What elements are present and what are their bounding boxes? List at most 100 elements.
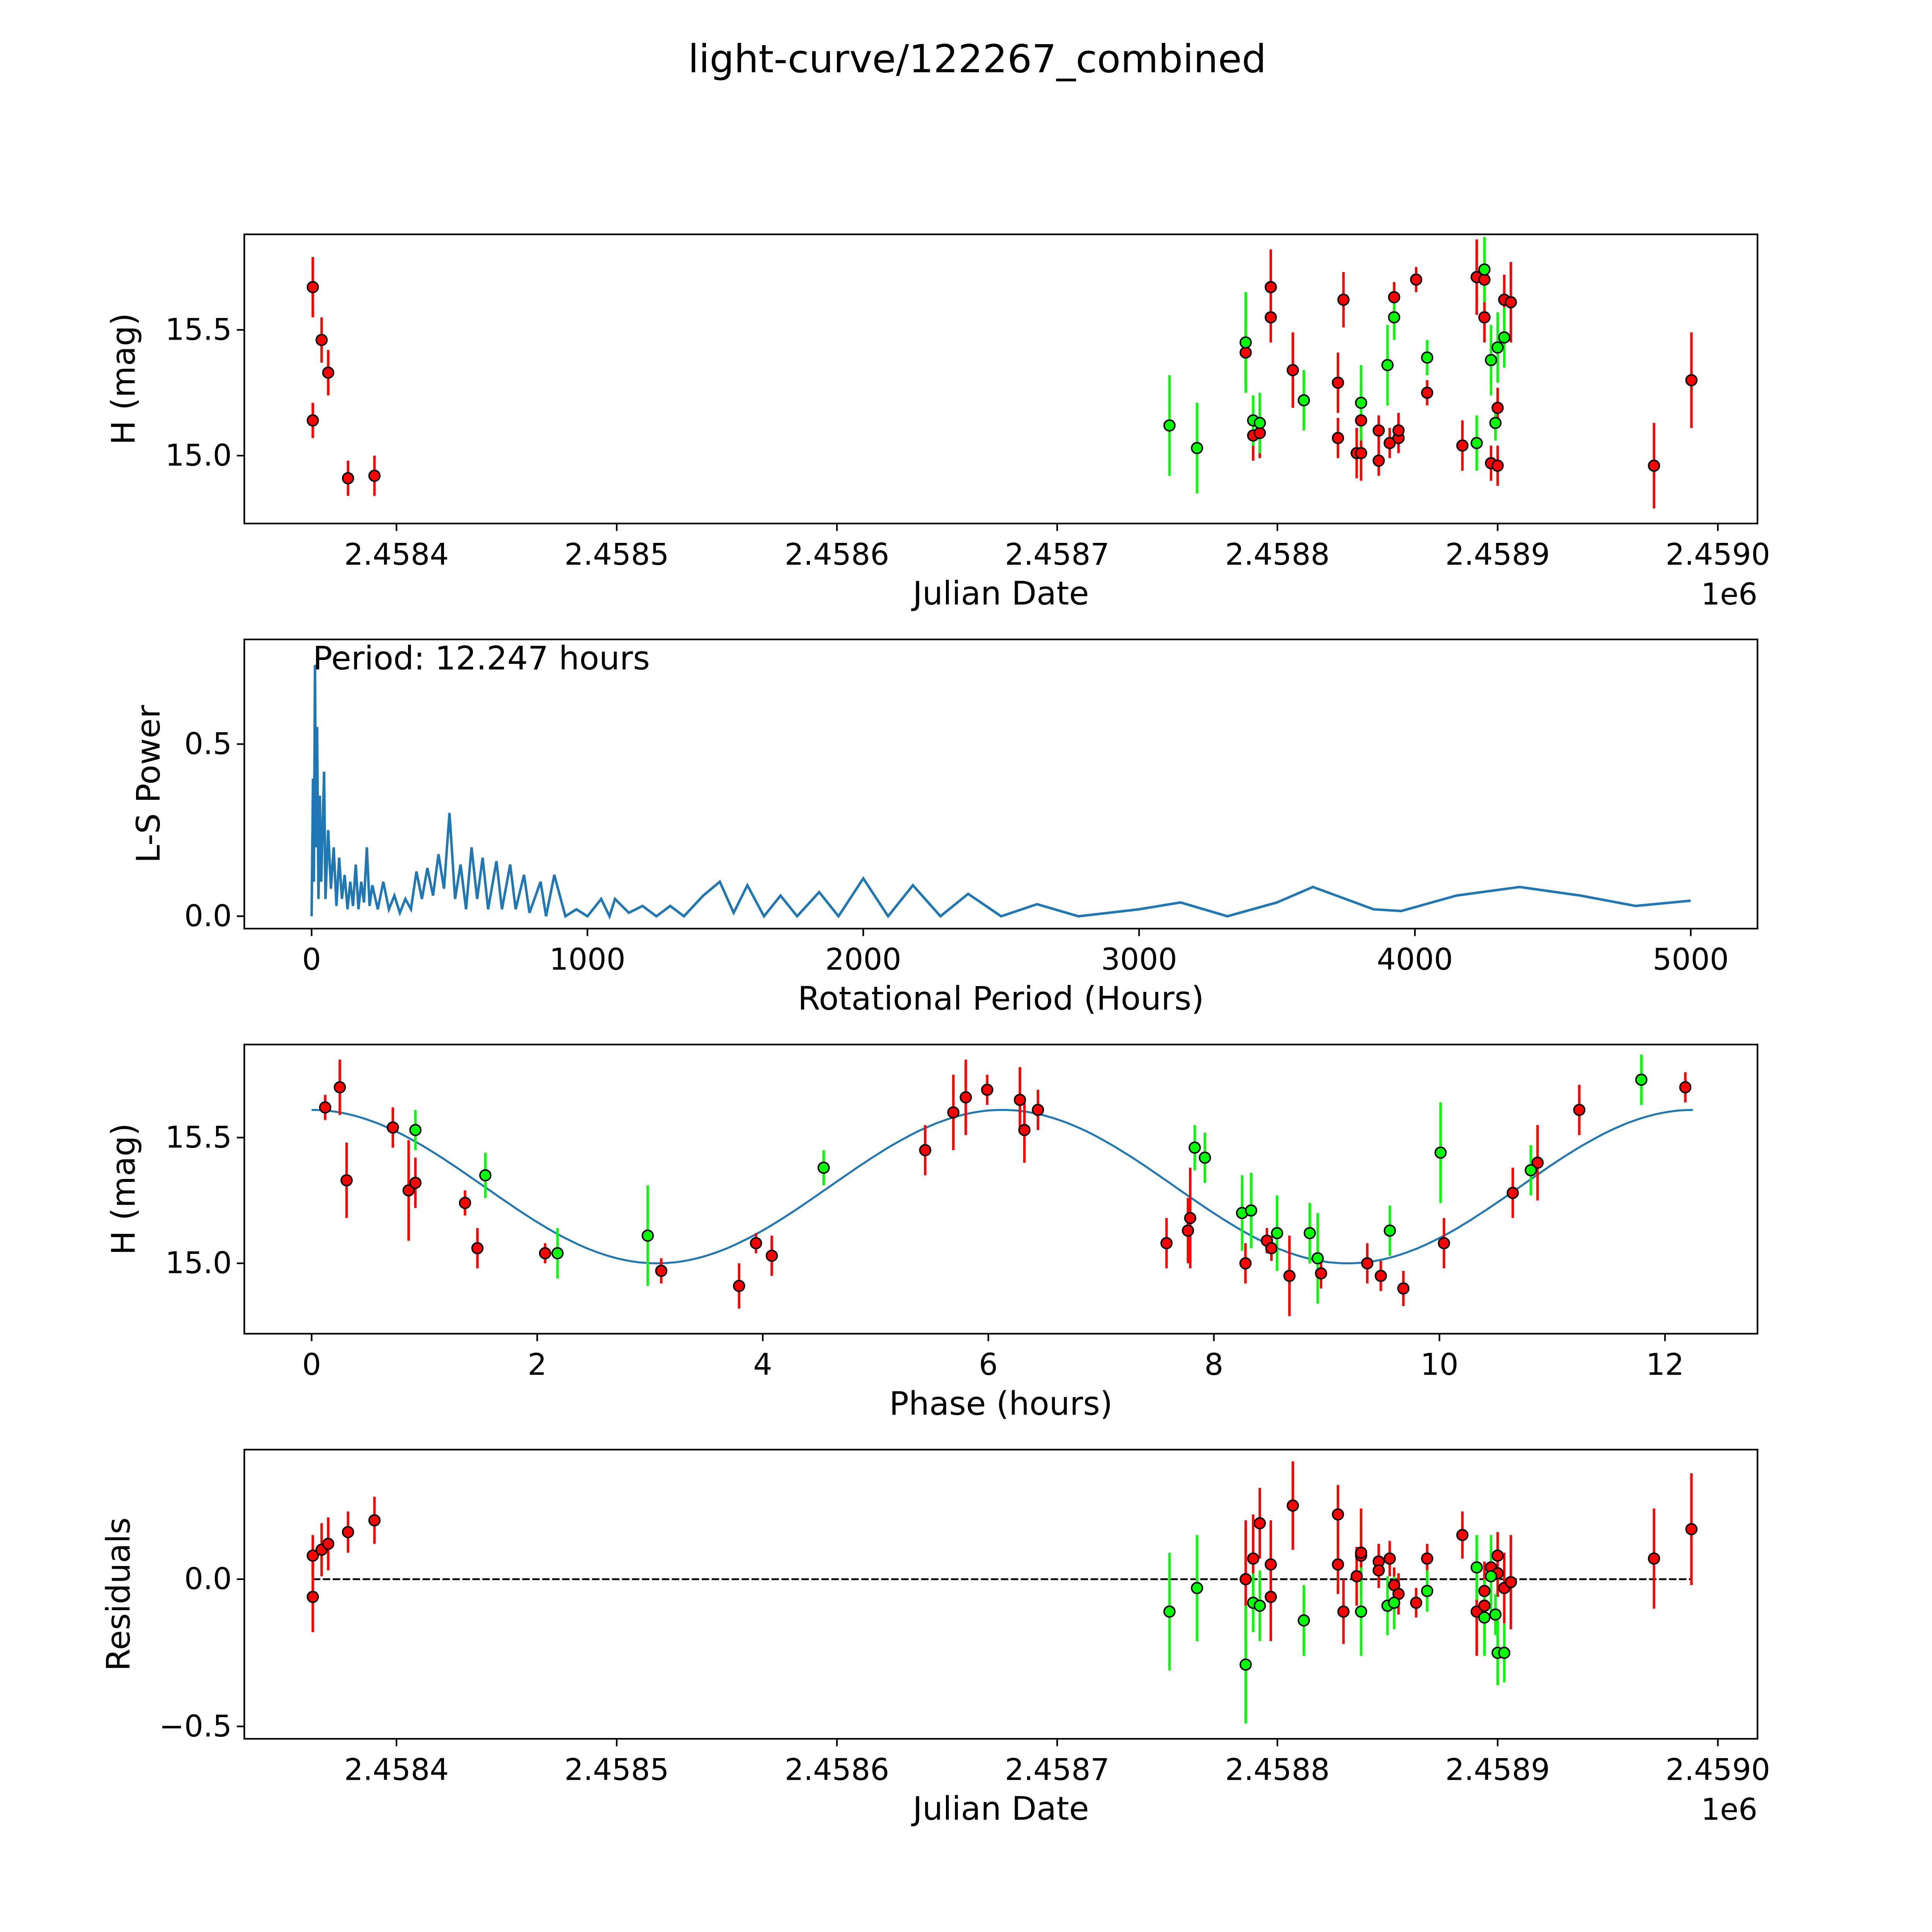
- data-point-red: [1531, 1156, 1544, 1169]
- data-point-red: [459, 1197, 471, 1209]
- x-tick-label: 2.4586: [785, 1752, 889, 1787]
- data-point-red: [1264, 1558, 1277, 1571]
- data-point-red: [1372, 1564, 1385, 1577]
- data-point-green: [1421, 351, 1434, 364]
- data-point-red: [1355, 447, 1367, 459]
- data-point-green: [1355, 396, 1367, 409]
- x-tick-label: 3000: [1101, 942, 1177, 977]
- panels: 2.4584 2.4585 2.4586 2.4587 2.4588 2.4589 2.45…: [99, 233, 1770, 1828]
- data-point-green: [1421, 1585, 1434, 1597]
- data-point-red: [342, 1526, 354, 1538]
- data-point-red: [1685, 374, 1698, 386]
- data-point-red: [765, 1250, 778, 1262]
- panel-periodogram: 0 1000 2000 3000 4000 5000 0.0 0.5 Rotational Pe…: [129, 638, 1759, 1017]
- y-tick-label: 0.5: [184, 726, 232, 761]
- data-point-red: [733, 1280, 745, 1292]
- data-point-red: [1240, 1573, 1252, 1585]
- panel-light-curve: 2.4584 2.4585 2.4586 2.4587 2.4588 2.4589 2.45…: [104, 233, 1770, 612]
- data-point-red: [1505, 1576, 1517, 1588]
- data-point-red: [1350, 1570, 1363, 1583]
- data-point-green: [1191, 442, 1203, 454]
- y-tick-label: 15.0: [165, 1246, 232, 1281]
- data-point-red: [1337, 293, 1350, 306]
- panel-phase-folded: 0 2 4 6 8 10 12 15.0 15.5 Phase (hours) H (mag): [104, 1044, 1759, 1422]
- data-point-red: [1184, 1212, 1197, 1225]
- data-point-red: [1265, 1242, 1278, 1255]
- data-point-green: [1253, 417, 1266, 429]
- figure-title: light-curve/122267_combined: [688, 36, 1267, 82]
- data-point-red: [1410, 1597, 1422, 1609]
- x-tick-label: 2.4587: [1005, 1752, 1110, 1787]
- data-point-red: [386, 1121, 399, 1134]
- data-point-red: [1253, 427, 1266, 439]
- data-point-green: [1524, 1164, 1537, 1177]
- data-point-green: [1498, 1646, 1510, 1659]
- data-point-red: [1283, 1270, 1296, 1282]
- data-point-green: [1388, 1597, 1400, 1609]
- x-tick-label: 2.4584: [344, 1752, 449, 1787]
- x-axis-label: Julian Date: [911, 575, 1089, 612]
- data-point-red: [1018, 1124, 1031, 1136]
- model-curve: [311, 1109, 1693, 1264]
- data-point-red: [1421, 1552, 1434, 1565]
- x-tick-label: 4000: [1377, 942, 1453, 977]
- data-point-red: [1355, 1546, 1367, 1559]
- data-point-green: [1478, 263, 1491, 276]
- x-axis-label: Rotational Period (Hours): [798, 980, 1204, 1017]
- data-point-green: [1489, 1608, 1502, 1621]
- data-point-green: [1478, 1611, 1491, 1624]
- data-point-red: [1315, 1267, 1327, 1280]
- x-tick-label: 2.4589: [1445, 1752, 1550, 1787]
- x-tick-label: 2: [528, 1347, 547, 1382]
- data-point-red: [1032, 1104, 1044, 1116]
- y-tick-label: −0.5: [159, 1709, 232, 1744]
- panel-residuals: 2.4584 2.4585 2.4586 2.4587 2.4588 2.4589 2.45…: [99, 1449, 1770, 1828]
- data-point-red: [1397, 1282, 1410, 1295]
- y-tick-label: 15.0: [165, 438, 232, 473]
- x-axis-label: Julian Date: [911, 1790, 1089, 1828]
- data-point-green: [1492, 341, 1504, 354]
- y-tick-label: 15.5: [165, 313, 232, 347]
- period-annotation: Period: 12.247 hours: [313, 639, 650, 677]
- data-point-red: [342, 472, 354, 485]
- data-point-green: [551, 1247, 564, 1260]
- data-point-red: [1679, 1081, 1692, 1094]
- data-point-green: [1199, 1151, 1211, 1164]
- x-tick-label: 10: [1420, 1347, 1459, 1382]
- axes-frame: [243, 638, 1759, 930]
- x-tick-label: 2.4590: [1665, 1752, 1770, 1787]
- data-point-red: [539, 1247, 551, 1260]
- data-point-green: [409, 1124, 422, 1136]
- x-tick-label: 2.4584: [344, 537, 449, 572]
- data-point-red: [655, 1265, 668, 1277]
- x-tick-label: 2.4585: [565, 537, 669, 572]
- data-point-red: [1573, 1104, 1586, 1116]
- data-point-green: [1163, 1605, 1176, 1618]
- data-point-red: [306, 1549, 319, 1562]
- data-point-red: [1332, 1558, 1344, 1571]
- x-tick-label: 2.4586: [785, 537, 889, 572]
- data-point-red: [1253, 1517, 1266, 1529]
- data-point-red: [1264, 1590, 1277, 1603]
- axes-frame: [243, 233, 1759, 524]
- data-point-red: [1361, 1257, 1374, 1270]
- data-point-red: [947, 1106, 960, 1119]
- data-point-red: [1648, 1552, 1660, 1565]
- data-point-red: [1286, 1499, 1299, 1512]
- data-point-red: [322, 366, 335, 379]
- x-tick-label: 2.4589: [1445, 537, 1550, 572]
- data-point-red: [1332, 432, 1344, 444]
- data-point-green: [817, 1162, 830, 1174]
- data-point-green: [1470, 1561, 1483, 1574]
- data-point-red: [306, 281, 319, 293]
- plot-area: [311, 1054, 1693, 1316]
- data-point-green: [1498, 331, 1510, 344]
- data-point-green: [479, 1169, 492, 1182]
- data-point-green: [1388, 311, 1400, 324]
- data-point-red: [319, 1101, 332, 1114]
- data-point-red: [919, 1144, 932, 1156]
- data-point-red: [1438, 1237, 1450, 1250]
- data-point-green: [1245, 1204, 1257, 1217]
- y-axis-label: H (mag): [104, 313, 142, 445]
